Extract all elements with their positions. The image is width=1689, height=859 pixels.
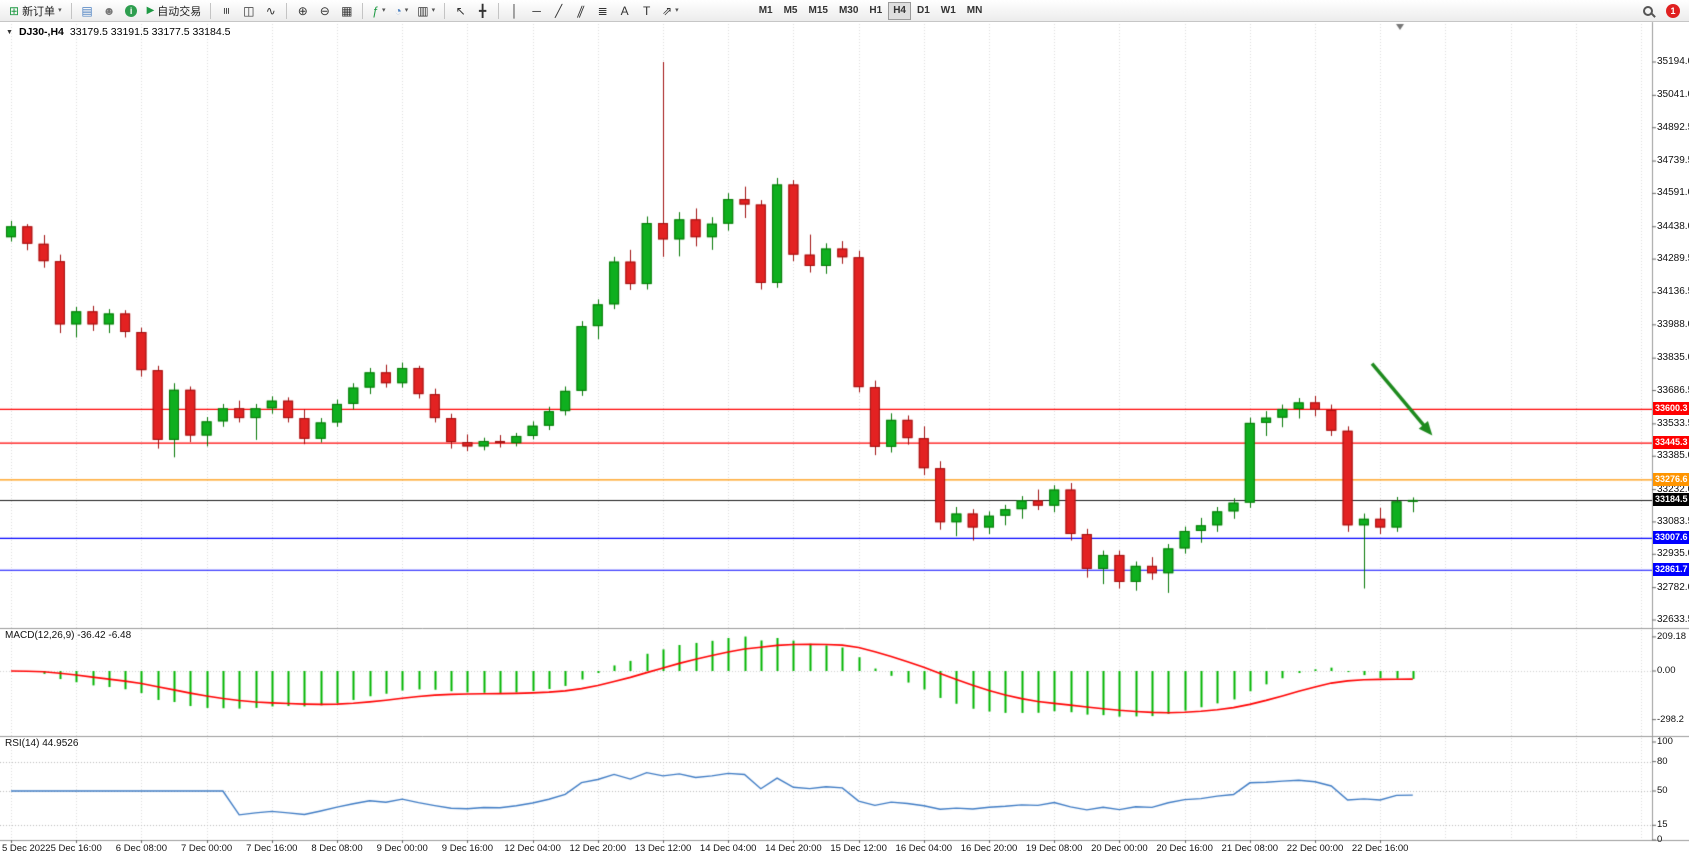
chevron-down-icon: ▾: [404, 7, 409, 14]
cursor-icon: ↖: [455, 3, 466, 18]
indicators-button[interactable]: ƒ ▾: [368, 1, 389, 20]
profile-button[interactable]: ☻: [99, 1, 120, 20]
zoom-in-button[interactable]: ⊕: [292, 1, 313, 20]
arrows-icon: ⇗: [662, 3, 673, 18]
info-icon: i: [125, 4, 138, 17]
chevron-down-icon: ▾: [675, 7, 679, 14]
timeframe-m1-button[interactable]: M1: [758, 5, 773, 16]
zoom-in-icon: ⊕: [297, 3, 308, 18]
chevron-down-icon: ▾: [58, 7, 62, 14]
search-button[interactable]: [1637, 1, 1658, 20]
line-chart-button[interactable]: ∿: [260, 1, 281, 20]
cursor-button[interactable]: ↖: [450, 1, 471, 20]
clock-icon: ◔: [394, 3, 402, 18]
bar-chart-button[interactable]: ≡: [216, 1, 237, 20]
search-icon: [1642, 5, 1653, 16]
zoom-out-icon: ⊖: [319, 3, 330, 18]
toolbar-separator: [286, 2, 288, 19]
tile-windows-button[interactable]: ▦: [336, 1, 357, 20]
chevron-down-icon: ▾: [431, 7, 436, 14]
timeframe-d1-button[interactable]: D1: [917, 5, 930, 16]
toolbar-separator: [444, 2, 446, 19]
fibonacci-button[interactable]: ≣: [592, 1, 613, 20]
text-label-icon: T: [642, 3, 651, 18]
toolbar-separator: [362, 2, 364, 19]
timeframe-group: M1 M5 M15 M30 H1 H4 D1 W1 MN: [754, 1, 988, 20]
templates-button[interactable]: ▥ ▾: [413, 1, 439, 20]
channel-button[interactable]: ∥: [570, 1, 591, 20]
vertical-line-button[interactable]: │: [504, 1, 525, 20]
arrows-button[interactable]: ⇗ ▾: [658, 1, 683, 20]
horizontal-line-icon: ─: [532, 3, 541, 18]
chart-window-button[interactable]: ▤: [77, 1, 98, 20]
fibonacci-icon: ≣: [597, 3, 608, 18]
crosshair-button[interactable]: ╋: [472, 1, 493, 20]
timeframe-h1-button[interactable]: H1: [869, 5, 883, 16]
toolbar-separator: [498, 2, 500, 19]
new-order-button[interactable]: ⊞ 新订单 ▾: [5, 1, 66, 20]
timeframe-m5-button[interactable]: M5: [783, 5, 798, 16]
candlestick-chart-icon: ◫: [243, 3, 255, 18]
tile-windows-icon: ▦: [341, 3, 353, 18]
toolbar-right-group: 1: [1637, 1, 1684, 20]
auto-trading-play-icon: ▶: [146, 4, 155, 16]
timeframe-h4-button[interactable]: H4: [888, 1, 911, 20]
new-order-icon: ⊞: [9, 3, 20, 18]
channel-icon: ∥: [574, 3, 587, 18]
horizontal-line-button[interactable]: ─: [526, 1, 547, 20]
chart-window-icon: ▤: [81, 3, 93, 18]
main-toolbar: ⊞ 新订单 ▾ ▤ ☻ i ▶ 自动交易 ≡ ◫ ∿ ⊕ ⊖ ▦ ƒ ▾ ◔ ▾: [0, 0, 1689, 22]
auto-trading-label: 自动交易: [157, 5, 202, 18]
info-button[interactable]: i: [121, 1, 142, 20]
periods-button[interactable]: ◔ ▾: [390, 1, 412, 20]
bar-chart-icon: ≡: [219, 6, 234, 15]
template-icon: ▥: [417, 3, 429, 18]
vertical-line-icon: │: [510, 3, 519, 18]
timeframe-m30-button[interactable]: M30: [838, 5, 859, 16]
text-icon: A: [620, 3, 629, 18]
toolbar-separator: [210, 2, 212, 19]
trendline-icon: ╱: [554, 3, 563, 18]
new-order-label: 新订单: [22, 5, 56, 18]
trendline-button[interactable]: ╱: [548, 1, 569, 20]
timeframe-w1-button[interactable]: W1: [940, 5, 956, 16]
line-chart-icon: ∿: [265, 3, 276, 18]
profile-icon: ☻: [102, 3, 116, 18]
crosshair-icon: ╋: [478, 3, 487, 18]
auto-trading-button[interactable]: ▶ 自动交易: [143, 1, 206, 20]
timeframe-m15-button[interactable]: M15: [808, 5, 828, 16]
indicators-icon: ƒ: [372, 3, 379, 18]
toolbar-separator: [70, 2, 72, 19]
text-label-button[interactable]: T: [636, 1, 657, 20]
timeframe-mn-button[interactable]: MN: [966, 5, 983, 16]
text-button[interactable]: A: [614, 1, 635, 20]
zoom-out-button[interactable]: ⊖: [314, 1, 335, 20]
chevron-down-icon: ▾: [381, 7, 386, 14]
candlestick-chart-button[interactable]: ◫: [238, 1, 259, 20]
notification-badge[interactable]: 1: [1666, 3, 1680, 18]
